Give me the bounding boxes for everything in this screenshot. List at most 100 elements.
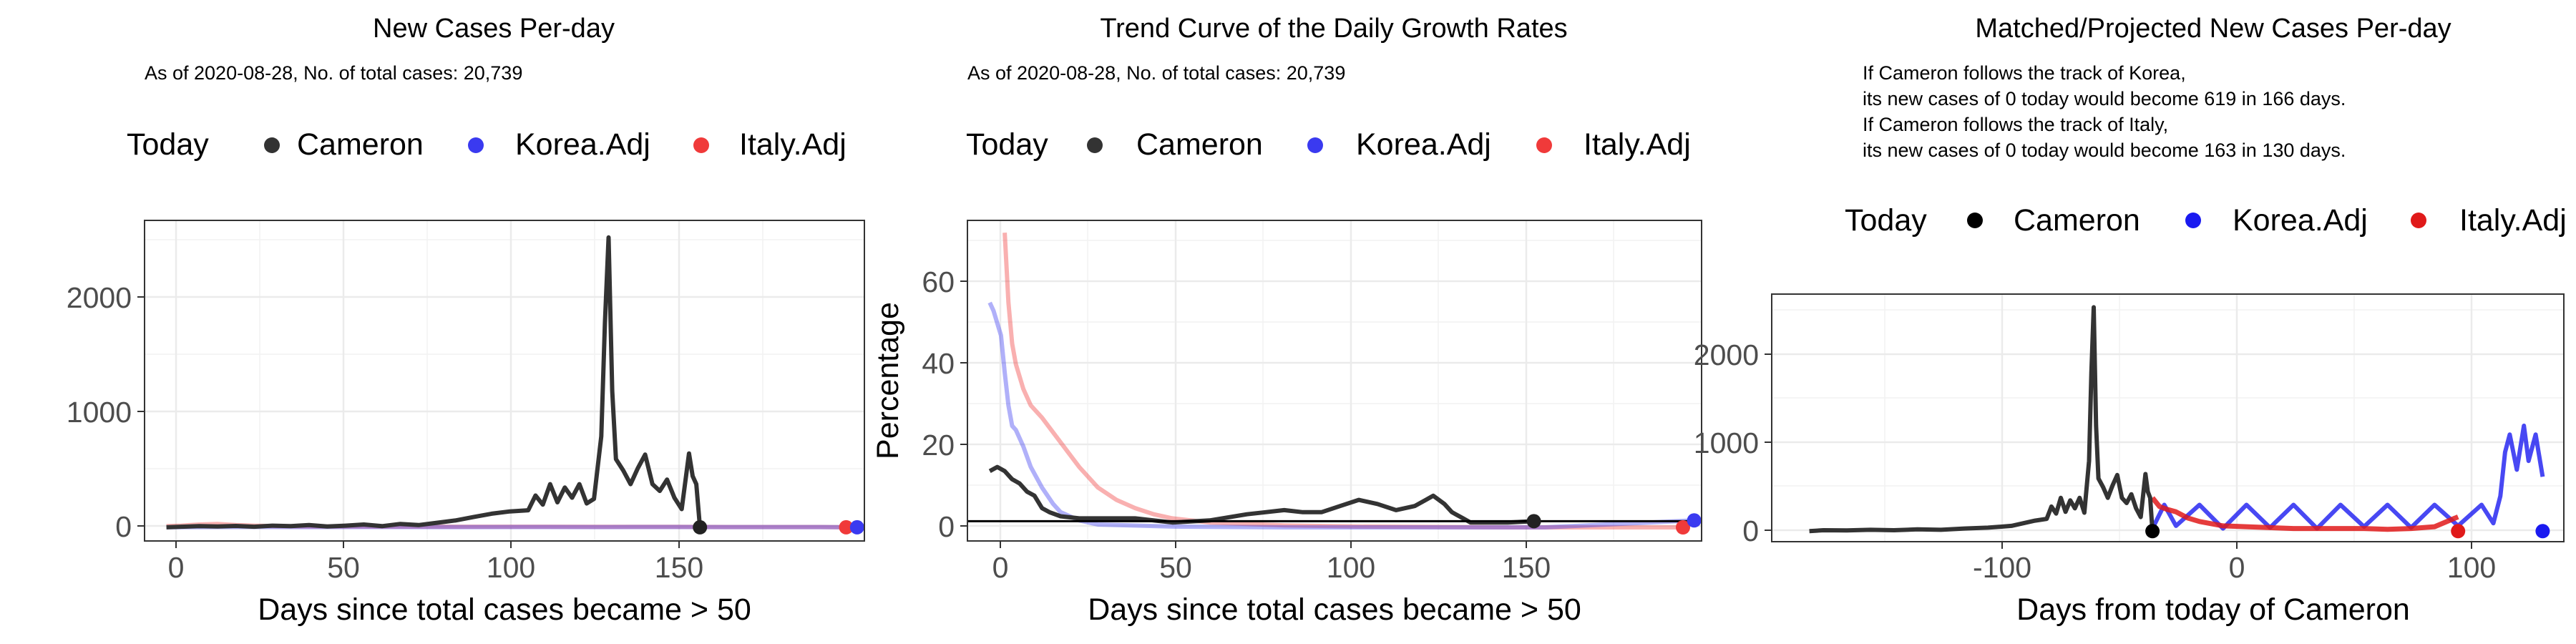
x-axis-label: Days since total cases became > 50	[1088, 592, 1581, 627]
y-tick-label: 0	[938, 510, 955, 543]
legend-label-cameron: Cameron	[2014, 203, 2140, 238]
plot-border	[1771, 293, 2565, 542]
x-axis: 0 50 100 150 Days since total cases beca…	[992, 541, 1581, 627]
legend-key-korea	[2185, 213, 2201, 228]
annotation-line: its new cases of 0 today would become 61…	[1863, 88, 2346, 109]
plot-area	[144, 220, 865, 542]
chart-panel-new-cases: New Cases Per-day As of 2020-08-28, No. …	[67, 14, 865, 627]
legend-label-korea: Korea.Adj	[1356, 127, 1491, 162]
chart-subtitle: As of 2020-08-28, No. of total cases: 20…	[145, 62, 522, 84]
line-italy-adj	[2150, 496, 2459, 532]
legend-key-italy	[1536, 137, 1552, 153]
y-tick-label: 2000	[1694, 338, 1759, 371]
legend-title: Today	[127, 127, 209, 162]
chart-title: Trend Curve of the Daily Growth Rates	[1100, 14, 1567, 44]
x-axis-label: Days from today of Cameron	[2016, 592, 2410, 627]
x-tick-label: 150	[655, 551, 703, 584]
today-points	[2145, 524, 2550, 539]
gridlines	[967, 220, 1702, 541]
x-tick-label: 100	[487, 551, 535, 584]
legend-label-italy: Italy.Adj	[2459, 203, 2567, 238]
y-tick-label: 60	[922, 265, 955, 298]
today-point-italy-adj	[2451, 524, 2466, 539]
x-tick-label: 50	[327, 551, 360, 584]
legend-key-italy	[2411, 213, 2426, 228]
x-tick-label: 0	[168, 551, 185, 584]
legend-key-cameron	[1087, 137, 1103, 153]
chart-panel-projection: Matched/Projected New Cases Per-day If C…	[1694, 14, 2567, 627]
line-italy-adj	[1002, 233, 1683, 530]
today-point-korea-adj	[849, 519, 864, 535]
legend-key-cameron	[264, 137, 280, 153]
line-korea-adj	[987, 301, 1694, 530]
today-points	[693, 519, 864, 535]
plot-background	[967, 220, 1702, 541]
legend-key-korea	[468, 137, 484, 153]
y-tick-label: 20	[922, 429, 955, 462]
legend-title: Today	[966, 127, 1048, 162]
y-tick-label: 0	[1742, 514, 1759, 547]
plot-area	[967, 220, 1702, 542]
line-cameron	[988, 464, 1534, 525]
y-axis-label: Percentage	[871, 302, 905, 459]
legend-key-korea	[1307, 137, 1323, 153]
y-tick-label: 40	[922, 347, 955, 380]
legend-label-cameron: Cameron	[1136, 127, 1263, 162]
series-lines	[967, 233, 1702, 530]
today-point-korea-adj	[2535, 524, 2550, 539]
today-point-cameron	[1526, 514, 1541, 529]
y-tick-label: 0	[115, 510, 132, 543]
x-tick-label: 100	[1327, 551, 1375, 584]
series-lines	[1809, 305, 2545, 534]
line-cameron	[1809, 305, 2155, 534]
plot-background	[1772, 294, 2564, 542]
legend: Today Cameron Korea.Adj Italy.Adj	[1845, 203, 2567, 238]
today-point-italy-adj	[1676, 520, 1690, 535]
y-tick-label: 2000	[67, 281, 132, 314]
plot-background	[145, 220, 864, 541]
legend-title: Today	[1845, 203, 1927, 238]
legend: Today Cameron Korea.Adj Italy.Adj	[966, 127, 1691, 162]
legend: Today Cameron Korea.Adj Italy.Adj	[127, 127, 847, 162]
y-tick-label: 1000	[1694, 426, 1759, 459]
plot-border	[144, 220, 865, 542]
series-lines	[166, 235, 857, 530]
plot-border	[967, 220, 1702, 542]
x-axis-label: Days since total cases became > 50	[258, 592, 751, 627]
legend-label-italy: Italy.Adj	[1584, 127, 1691, 162]
today-point-italy-adj	[839, 519, 854, 535]
x-axis: 0 50 100 150 Days since total cases beca…	[168, 541, 751, 627]
annotation-line: its new cases of 0 today would become 16…	[1863, 140, 2346, 161]
y-tick-label: 1000	[67, 396, 132, 429]
today-points	[1526, 513, 1702, 535]
x-tick-label: 150	[1502, 551, 1551, 584]
today-point-cameron	[2145, 524, 2160, 539]
chart-panel-growth-rates: Trend Curve of the Daily Growth Rates As…	[871, 14, 1702, 627]
x-tick-label: -100	[1973, 551, 2031, 584]
legend-label-italy: Italy.Adj	[739, 127, 847, 162]
y-axis: 0 20 40 60 Percentage	[871, 265, 967, 543]
plot-area	[1771, 293, 2565, 542]
y-axis: 0 1000 2000	[67, 281, 145, 543]
line-cameron	[166, 235, 703, 530]
chart-title: New Cases Per-day	[373, 14, 615, 44]
projection-annotation: If Cameron follows the track of Korea, i…	[1863, 62, 2346, 161]
x-tick-label: 0	[2229, 551, 2245, 584]
legend-label-cameron: Cameron	[297, 127, 424, 162]
legend-label-korea: Korea.Adj	[2233, 203, 2368, 238]
annotation-line: If Cameron follows the track of Korea,	[1863, 62, 2186, 84]
x-axis: -100 0 100 Days from today of Cameron	[1973, 542, 2496, 627]
y-axis: 0 1000 2000	[1694, 338, 1772, 547]
chart-subtitle: As of 2020-08-28, No. of total cases: 20…	[967, 62, 1345, 84]
today-point-korea-adj	[1687, 513, 1702, 528]
annotation-line: If Cameron follows the track of Italy,	[1863, 114, 2168, 135]
x-tick-label: 100	[2447, 551, 2496, 584]
legend-key-cameron	[1967, 213, 1983, 228]
today-point-cameron	[693, 519, 708, 535]
legend-key-italy	[693, 137, 709, 153]
x-tick-label: 0	[992, 551, 1009, 584]
x-tick-label: 50	[1159, 551, 1192, 584]
chart-title: Matched/Projected New Cases Per-day	[1975, 14, 2451, 44]
legend-label-korea: Korea.Adj	[515, 127, 650, 162]
